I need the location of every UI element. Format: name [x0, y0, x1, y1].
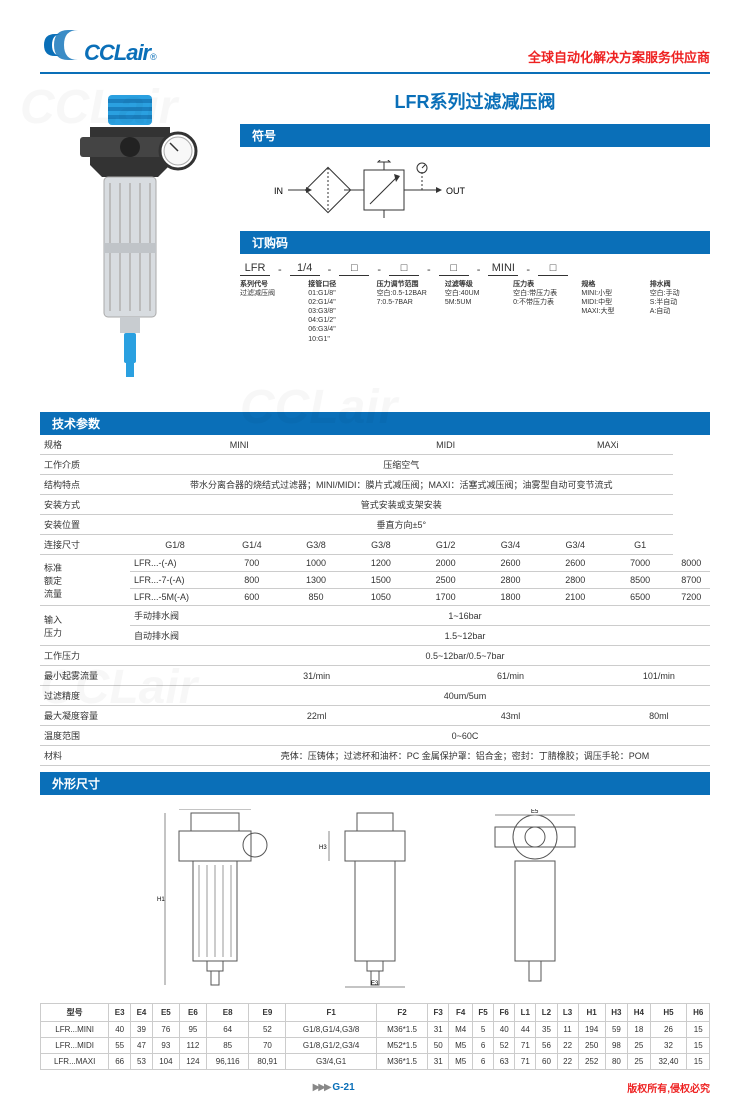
svg-text:E3: E3	[371, 981, 379, 987]
order-slot: □	[538, 262, 568, 276]
brand-logo: CCLair ®	[40, 30, 157, 66]
copyright: 版权所有,侵权必究	[627, 1080, 710, 1095]
order-slot: □	[389, 262, 419, 276]
slogan: 全球自动化解决方案服务供应商	[528, 47, 710, 66]
order-slot: -	[328, 264, 332, 276]
order-slot: 1/4	[290, 262, 320, 276]
symbol-diagram: IN OUT	[240, 155, 710, 225]
order-slot: □	[339, 262, 369, 276]
order-slot: -	[526, 264, 530, 276]
order-column: 系列代号过滤减压阀	[240, 280, 300, 344]
order-column: 排水阀空白:手动S:半自动A:自动	[650, 280, 710, 344]
svg-text:OUT: OUT	[446, 186, 466, 196]
section-order: 订购码	[240, 231, 710, 254]
order-slot: -	[477, 264, 481, 276]
svg-text:H3: H3	[319, 845, 327, 851]
reg-mark: ®	[150, 52, 157, 62]
logo-icon	[40, 30, 84, 60]
section-spec: 技术参数	[40, 412, 710, 435]
section-dim: 外形尺寸	[40, 772, 710, 795]
section-symbol: 符号	[240, 124, 710, 147]
dimension-drawings: H1 E6 H3 E3 E5	[40, 795, 710, 1003]
product-image	[40, 88, 220, 398]
spec-table: 规格MINIMIDIMAXi工作介质压缩空气结构特点带水分离合器的烧结式过滤器；…	[40, 435, 710, 766]
order-slot: LFR	[240, 262, 270, 276]
order-slot: -	[377, 264, 381, 276]
order-slot: -	[278, 264, 282, 276]
order-column: 接管口径01:G1/8"02:G1/4"03:G3/8"04:G1/2"06:G…	[308, 280, 368, 344]
page-footer: ▶▶▶ G-21 版权所有,侵权必究	[40, 1080, 710, 1095]
order-column: 压力表空白:带压力表0:不带压力表	[513, 280, 573, 344]
page-number: G-21	[332, 1082, 354, 1093]
order-slot: □	[439, 262, 469, 276]
page-title: LFR系列过滤减压阀	[240, 88, 710, 114]
svg-text:IN: IN	[274, 186, 283, 196]
page-header: CCLair ® 全球自动化解决方案服务供应商	[40, 30, 710, 74]
order-column: 规格MINI:小型MIDI:中型MAXI:大型	[581, 280, 641, 344]
dimension-table: 型号E3E4E5E6E8E9F1F2F3F4F5F6L1L2L3H1H3H4H5…	[40, 1003, 710, 1070]
order-slot: -	[427, 264, 431, 276]
order-column: 压力调节范围空白:0.5-12BAR7:0.5-7BAR	[377, 280, 437, 344]
arrow-icon: ▶▶▶	[313, 1082, 330, 1093]
order-code-block: LFR-1/4-□-□-□-MINI-□ 系列代号过滤减压阀接管口径01:G1/…	[240, 262, 710, 344]
order-column: 过滤等级空白:40UM5M:5UM	[445, 280, 505, 344]
svg-text:H1: H1	[157, 897, 165, 903]
brand-name: CCLair	[84, 40, 150, 66]
order-slot: MINI	[488, 262, 518, 276]
svg-text:E5: E5	[531, 809, 539, 815]
